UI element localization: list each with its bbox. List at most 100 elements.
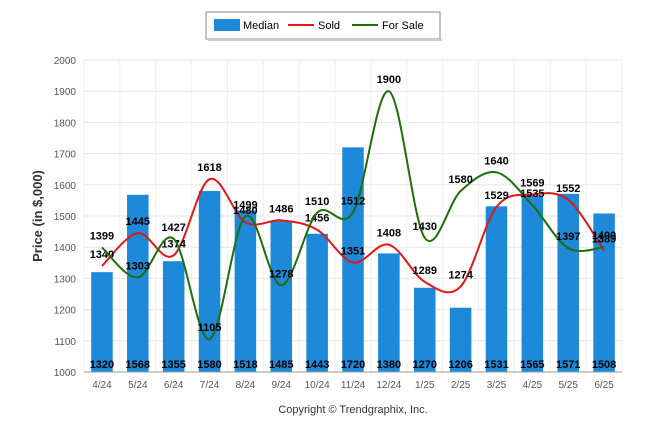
x-tick-label: 7/24 — [200, 380, 220, 391]
legend-label-for-sale: For Sale — [382, 20, 424, 32]
point-label-sold: 1340 — [90, 249, 114, 261]
bar-median — [521, 195, 544, 372]
legend-label-median: Median — [243, 20, 279, 32]
y-tick-label: 1200 — [54, 306, 77, 317]
bar-median — [449, 307, 472, 372]
bar-value-label: 1443 — [305, 359, 329, 371]
point-label-sold: 1445 — [126, 216, 150, 228]
bar-median — [234, 210, 257, 372]
bar-median — [413, 287, 436, 372]
point-label-for-sale: 1510 — [305, 196, 329, 208]
x-tick-label: 10/24 — [305, 380, 330, 391]
y-tick-label: 2000 — [54, 56, 77, 67]
x-tick-label: 6/25 — [594, 380, 614, 391]
bar-value-label: 1270 — [412, 359, 436, 371]
point-label-sold: 1389 — [592, 234, 616, 246]
y-tick-label: 1400 — [54, 243, 77, 254]
plot-area: 1000 1100 1200 1300 1400 1500 1600 1700 1800 1900… — [54, 56, 623, 391]
point-label-sold: 1552 — [556, 183, 580, 195]
bar-median — [306, 233, 328, 372]
x-tick-label: 5/24 — [128, 380, 148, 391]
y-tick-label: 1700 — [54, 150, 77, 161]
x-tick-label: 1/25 — [415, 380, 435, 391]
bar-value-label: 1380 — [377, 359, 401, 371]
point-label-for-sale: 1900 — [377, 74, 401, 86]
bar-value-label: 1320 — [90, 359, 114, 371]
point-label-sold: 1529 — [484, 190, 508, 202]
bar-value-label: 1518 — [233, 359, 257, 371]
x-tick-label: 5/25 — [558, 380, 578, 391]
point-label-for-sale: 1535 — [520, 188, 544, 200]
bar-median — [198, 191, 221, 372]
bar-median — [593, 213, 615, 372]
point-label-sold: 1408 — [377, 228, 401, 240]
legend-shadow — [208, 39, 442, 41]
point-label-sold: 1351 — [341, 245, 365, 257]
bar-value-label: 1720 — [341, 359, 365, 371]
point-label-for-sale: 1427 — [161, 222, 185, 234]
point-label-for-sale: 1278 — [269, 268, 293, 280]
bar-median — [91, 272, 113, 372]
bar-median — [162, 261, 185, 372]
bar-value-label: 1485 — [269, 359, 293, 371]
point-label-for-sale: 1640 — [484, 155, 508, 167]
point-label-for-sale: 1400 — [592, 230, 616, 242]
point-label-sold: 1486 — [269, 203, 293, 215]
point-label-sold: 1374 — [161, 238, 186, 250]
y-tick-label: 1500 — [54, 212, 77, 223]
y-tick-label: 1800 — [54, 118, 77, 129]
bar-median — [127, 194, 149, 372]
x-tick-label: 4/25 — [523, 380, 543, 391]
point-label-sold: 1456 — [305, 213, 329, 225]
bar-median — [557, 193, 579, 372]
bar-value-label: 1568 — [126, 359, 150, 371]
point-label-for-sale: 1399 — [90, 231, 114, 243]
point-label-for-sale: 1397 — [556, 231, 580, 243]
point-label-sold: 1289 — [412, 265, 436, 277]
legend-box — [205, 11, 441, 40]
y-tick-label: 1300 — [54, 274, 77, 285]
bar-value-label: 1206 — [448, 359, 472, 371]
point-label-sold: 1569 — [520, 177, 544, 189]
legend: Median Sold For Sale — [205, 11, 442, 41]
point-label-sold: 1480 — [233, 205, 257, 217]
bar-median — [485, 206, 508, 372]
line-for-sale — [101, 90, 605, 341]
y-tick-label: 1900 — [54, 87, 77, 98]
x-tick-label: 3/25 — [487, 380, 507, 391]
bar-value-label: 1580 — [197, 359, 221, 371]
bar-median — [378, 253, 400, 372]
legend-label-sold: Sold — [318, 20, 340, 32]
point-label-for-sale: 1105 — [198, 322, 222, 334]
point-label-for-sale: 1580 — [448, 174, 472, 186]
x-tick-label: 11/24 — [341, 380, 366, 391]
bar-value-label: 1531 — [484, 359, 508, 371]
x-tick-label: 6/24 — [164, 380, 184, 391]
bar-value-label: 1355 — [161, 359, 185, 371]
bar-value-label: 1565 — [520, 359, 544, 371]
point-label-for-sale: 1499 — [233, 199, 257, 211]
point-label-for-sale: 1430 — [412, 221, 436, 233]
bar-value-label: 1571 — [556, 359, 580, 371]
point-label-for-sale: 1512 — [341, 195, 365, 207]
x-tick-label: 8/24 — [236, 380, 256, 391]
y-tick-label: 1100 — [54, 337, 76, 348]
point-label-sold: 1618 — [197, 162, 221, 174]
bar-value-label: 1508 — [592, 359, 616, 371]
x-tick-label: 12/24 — [376, 380, 401, 391]
x-tick-label: 2/25 — [451, 380, 471, 391]
x-tick-label: 9/24 — [272, 380, 292, 391]
x-tick-label: 4/24 — [92, 380, 112, 391]
copyright-credit: Copyright © Trendgraphix, Inc. — [278, 404, 427, 416]
bar-median — [342, 147, 364, 372]
bar-median — [270, 220, 293, 372]
line-sold — [101, 177, 605, 294]
y-axis-title: Price (in $,000) — [30, 170, 45, 262]
legend-swatch-median — [214, 19, 240, 31]
point-label-sold: 1274 — [448, 270, 473, 282]
point-label-for-sale: 1303 — [126, 260, 150, 272]
y-tick-label: 1600 — [54, 181, 77, 192]
y-tick-label: 1000 — [54, 368, 77, 379]
